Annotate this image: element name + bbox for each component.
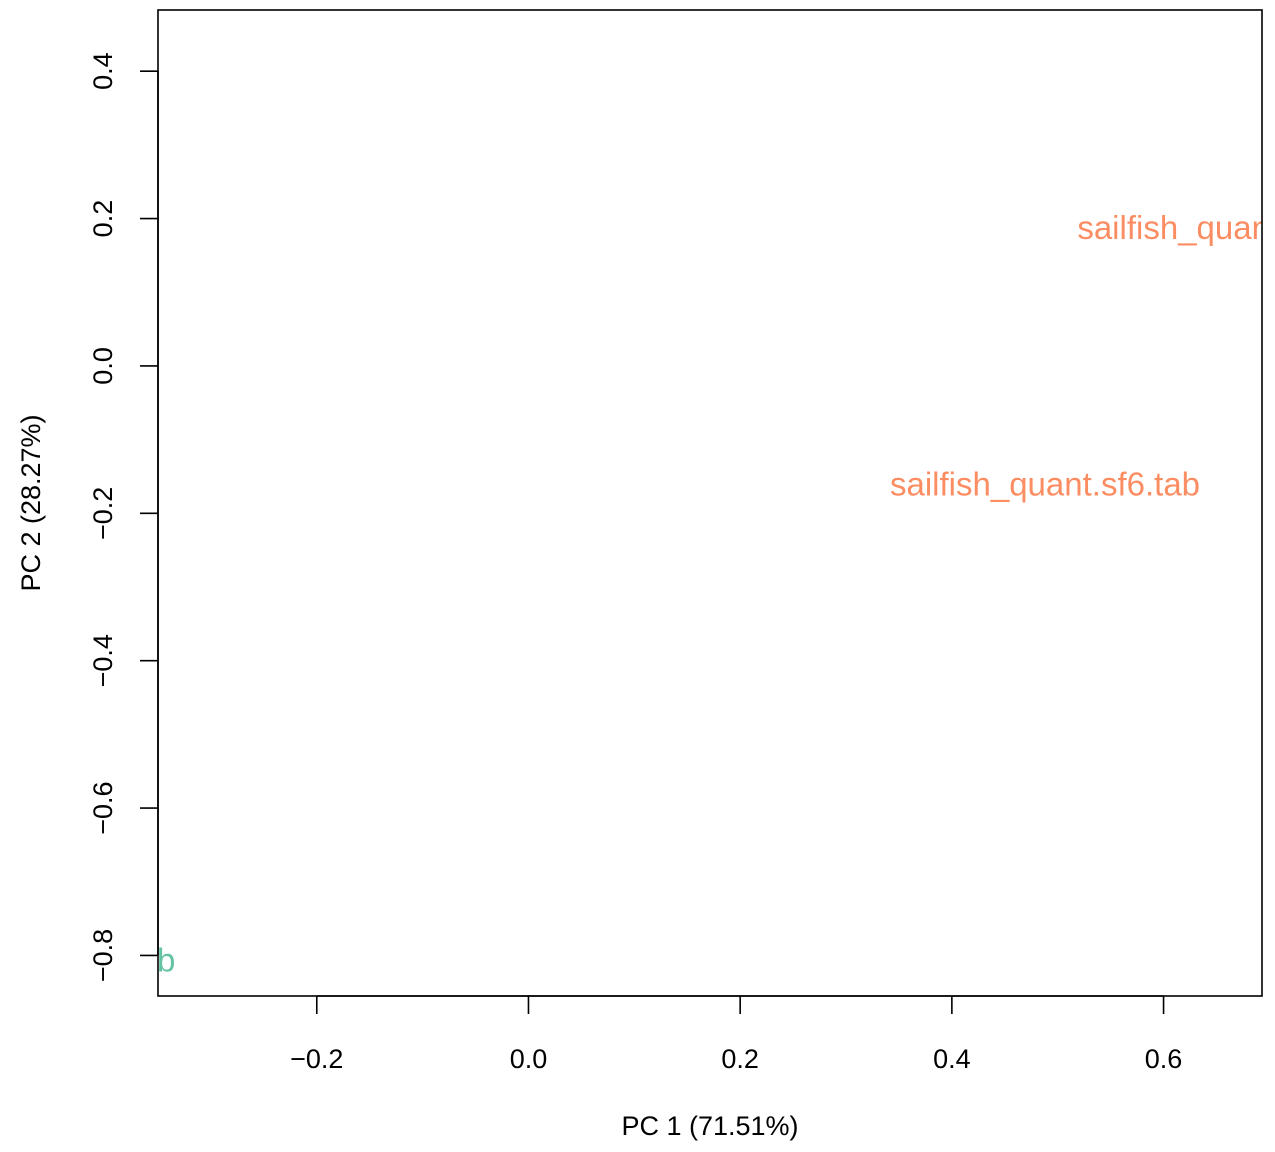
point-label: sailfish_quant.sf3.tab bbox=[0, 311, 147, 348]
data-points: sailfish_quant.sf4.tab sailfish_quant.sf1… bbox=[0, 13, 1275, 978]
x-axis-title: PC 1 (71.51%) bbox=[621, 1111, 798, 1141]
y-tick-label: 0.2 bbox=[88, 200, 118, 238]
plot-frame bbox=[157, 9, 1263, 997]
x-axis: −0.2 0.0 0.2 0.4 0.6 bbox=[290, 995, 1183, 1074]
point-label: sailfish_quant.sf1.tab bbox=[0, 142, 133, 179]
y-tick-label: −0.2 bbox=[88, 487, 118, 540]
point-label: sailfish_quant.sf2.tab bbox=[0, 941, 175, 978]
x-tick-label: −0.2 bbox=[290, 1044, 343, 1074]
point-label: sailfish_quant.sf5.tab bbox=[1077, 209, 1275, 246]
x-tick-label: 0.0 bbox=[510, 1044, 548, 1074]
y-tick-label: −0.8 bbox=[88, 929, 118, 982]
y-tick-label: −0.6 bbox=[88, 781, 118, 834]
x-tick-label: 0.2 bbox=[721, 1044, 759, 1074]
point-label: sailfish_quant.sf4.tab bbox=[0, 13, 122, 50]
y-axis-title: PC 2 (28.27%) bbox=[16, 414, 46, 591]
x-tick-label: 0.4 bbox=[933, 1044, 971, 1074]
x-tick-label: 0.6 bbox=[1145, 1044, 1183, 1074]
y-axis: −0.8 −0.6 −0.4 −0.2 0.0 0.2 0.4 bbox=[88, 52, 159, 982]
point-label: sailfish_quant.sf6.tab bbox=[890, 465, 1200, 502]
y-tick-label: −0.4 bbox=[88, 634, 118, 687]
y-tick-label: 0.4 bbox=[88, 52, 118, 90]
y-tick-label: 0.0 bbox=[88, 347, 118, 385]
